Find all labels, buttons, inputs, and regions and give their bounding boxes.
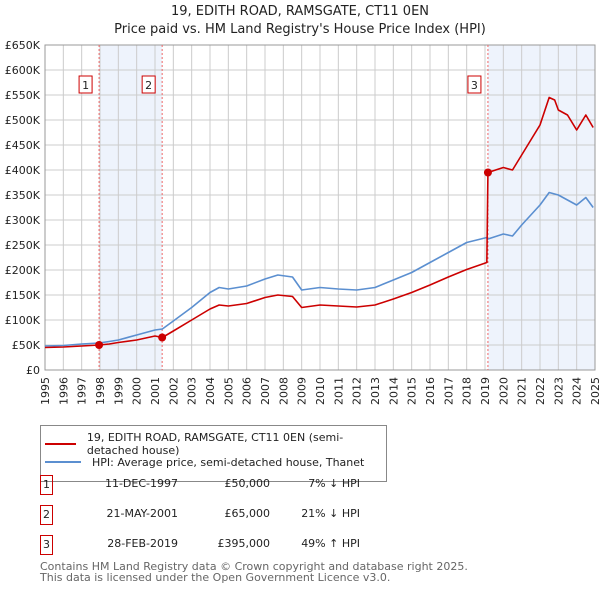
x-tick-label: 2000 xyxy=(131,377,144,405)
x-tick-label: 1995 xyxy=(39,377,52,405)
date: 28-FEB-2019 xyxy=(107,537,178,550)
shaded-region xyxy=(99,45,163,370)
x-tick-label: 2010 xyxy=(314,377,327,405)
title-line-1: 19, EDITH ROAD, RAMSGATE, CT11 0EN xyxy=(170,4,430,19)
footer: Contains HM Land Registry data © Crown c… xyxy=(40,561,468,583)
x-tick-label: 2004 xyxy=(204,377,217,405)
y-tick-label: £250K xyxy=(5,239,41,252)
x-tick-label: 1996 xyxy=(57,377,70,405)
sale-point xyxy=(158,333,167,342)
x-tick-label: 2009 xyxy=(296,377,309,405)
x-tick-label: 2014 xyxy=(387,377,400,405)
sale-label-box xyxy=(141,75,156,94)
y-tick-label: £350K xyxy=(5,189,41,202)
x-tick-label: 2020 xyxy=(497,377,510,405)
y-tick-label: £50K xyxy=(12,339,41,352)
hpi-change: 7% ↓ HPI xyxy=(308,477,360,490)
x-tick-label: 2002 xyxy=(167,377,180,405)
marker-badge: 3 xyxy=(40,535,53,555)
chart-title: 19, EDITH ROAD, RAMSGATE, CT11 0EN Price … xyxy=(0,3,600,39)
y-tick-label: £600K xyxy=(5,64,41,77)
legend-item-hpi: HPI: Average price, semi-detached house,… xyxy=(41,454,364,470)
legend-label: HPI: Average price, semi-detached house,… xyxy=(92,455,365,469)
x-tick-label: 2019 xyxy=(479,377,492,405)
legend: 19, EDITH ROAD, RAMSGATE, CT11 0EN (semi… xyxy=(40,425,387,482)
y-tick-label: £550K xyxy=(5,89,41,102)
plot-border xyxy=(44,44,596,371)
y-tick-label: £500K xyxy=(5,114,41,127)
y-tick-label: £200K xyxy=(5,264,41,277)
hpi-change: 49% ↑ HPI xyxy=(301,537,360,550)
x-tick-label: 1997 xyxy=(76,377,89,405)
sale-label-box xyxy=(467,75,482,94)
date: 21-MAY-2001 xyxy=(106,507,178,520)
x-tick-label: 2005 xyxy=(222,377,235,405)
price-chart: 1995 1996 1997 1998 1999 2000 2001 2002 2003 2004… xyxy=(5,39,600,405)
x-tick-label: 2025 xyxy=(589,377,600,405)
y-tick-label: £450K xyxy=(5,139,41,152)
x-tick-label: 2024 xyxy=(571,377,584,405)
hpi-change: 21% ↓ HPI xyxy=(301,507,360,520)
price: £395,000 xyxy=(217,537,271,550)
price: £65,000 xyxy=(224,507,271,520)
footer-line-1: Contains HM Land Registry data © Crown c… xyxy=(40,560,468,573)
title-line-2: Price paid vs. HM Land Registry's House … xyxy=(114,22,486,37)
sale-label-box xyxy=(78,75,93,94)
sale-point xyxy=(483,168,492,177)
x-tick-label: 2006 xyxy=(241,377,254,405)
price: £50,000 xyxy=(224,477,271,490)
x-tick-label: 2021 xyxy=(516,377,529,405)
x-tick-label: 1999 xyxy=(112,377,125,405)
legend-label: 19, EDITH ROAD, RAMSGATE, CT11 0EN (semi… xyxy=(86,431,344,457)
property-price-line xyxy=(44,96,594,349)
x-tick-label: 2015 xyxy=(406,377,419,405)
y-tick-label: £150K xyxy=(5,289,41,302)
marker-badge: 1 xyxy=(40,475,53,495)
legend-item-property: 19, EDITH ROAD, RAMSGATE, CT11 0EN (semi… xyxy=(41,431,386,457)
x-tick-label: 2012 xyxy=(351,377,364,405)
x-tick-label: 2011 xyxy=(332,377,345,405)
x-tick-label: 2018 xyxy=(461,377,474,405)
sale-label: 1 xyxy=(82,79,89,92)
transaction-row: 3 28-FEB-2019 £395,000 49% ↑ HPI xyxy=(40,535,440,555)
x-tick-label: 2003 xyxy=(186,377,199,405)
sale-label: 3 xyxy=(471,79,478,92)
x-tick-label: 2001 xyxy=(149,377,162,405)
y-tick-label: £100K xyxy=(5,314,41,327)
y-tick-label: £0 xyxy=(26,364,40,377)
date: 11-DEC-1997 xyxy=(104,477,178,490)
transaction-row: 2 21-MAY-2001 £65,000 21% ↓ HPI xyxy=(40,505,440,525)
x-tick-label: 2023 xyxy=(552,377,565,405)
y-tick-label: £400K xyxy=(5,164,41,177)
x-tick-label: 2017 xyxy=(442,377,455,405)
y-tick-label: £300K xyxy=(5,214,41,227)
blue-line-swatch xyxy=(45,461,81,463)
y-tick-label: £650K xyxy=(5,39,41,52)
x-tick-label: 2016 xyxy=(424,377,437,405)
shaded-region xyxy=(487,45,595,370)
sale-point xyxy=(95,341,104,349)
transaction-row: 1 11-DEC-1997 £50,000 7% ↓ HPI xyxy=(40,475,440,495)
x-tick-label: 2022 xyxy=(534,377,547,405)
hpi-line xyxy=(44,191,594,347)
x-tick-label: 1998 xyxy=(94,377,107,405)
sale-label: 2 xyxy=(145,79,152,92)
x-tick-label: 2008 xyxy=(277,377,290,405)
red-line-swatch xyxy=(45,443,76,445)
marker-badge: 2 xyxy=(40,505,53,525)
footer-line-2: This data is licensed under the Open Gov… xyxy=(40,571,391,584)
x-tick-label: 2013 xyxy=(369,377,382,405)
x-tick-label: 2007 xyxy=(259,377,272,405)
